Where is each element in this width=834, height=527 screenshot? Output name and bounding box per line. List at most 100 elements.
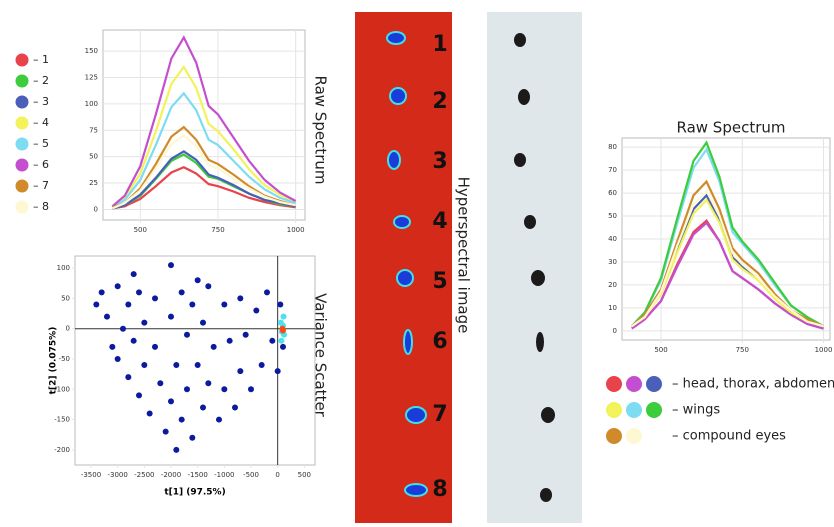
scatter-point (130, 271, 137, 278)
scatter-point (141, 319, 148, 326)
y-tick-label: 125 (85, 74, 98, 82)
x-tick-label: -3000 (107, 471, 127, 479)
y-tick-label: 40 (608, 235, 617, 243)
scatter-point (264, 289, 270, 296)
image-label: Hyperspectral image (455, 177, 473, 334)
scatter-point (205, 283, 212, 290)
legend-label: – 3 (33, 95, 49, 108)
y-tick-label: 20 (608, 281, 617, 289)
y-tick-label: 0 (66, 325, 70, 333)
scatter-point (168, 262, 174, 269)
scatter-point (269, 337, 276, 344)
spectrum-line (111, 64, 297, 208)
scatter-point (237, 295, 244, 302)
scatter-point (200, 404, 206, 411)
scatter-point (248, 386, 254, 393)
legend-swatch (15, 53, 29, 67)
x-tick-label: -500 (243, 471, 259, 479)
scatter-point (136, 392, 142, 399)
scatter-point (178, 289, 185, 296)
spectrum-line (111, 91, 297, 209)
legend-swatch (606, 428, 622, 444)
scatter-point (242, 331, 249, 338)
spectrum-line (630, 140, 825, 328)
scatter-point (280, 313, 287, 320)
scatter-point (253, 307, 260, 314)
x-tick-label: -2000 (161, 471, 181, 479)
scatter-point (104, 313, 110, 320)
legend-label: – 1 (33, 53, 49, 66)
hyperspectral-image (355, 12, 452, 523)
legend-swatch (15, 179, 29, 193)
scatter-point (226, 337, 233, 344)
scatter-point (168, 398, 174, 405)
x-tick-label: 1000 (815, 346, 833, 354)
y-tick-label: 75 (89, 126, 98, 134)
scatter-point (200, 319, 206, 326)
legend-swatch (606, 402, 622, 418)
image-number: 3 (432, 149, 447, 174)
y-tick-label: -200 (54, 446, 70, 454)
scatter-point (98, 289, 105, 296)
legend-label: – 8 (33, 200, 49, 213)
y-tick-label: 150 (85, 47, 98, 55)
x-tick-label: -2500 (134, 471, 154, 479)
plot-frame (74, 255, 316, 466)
x-tick-label: 500 (654, 346, 667, 354)
scatter-point (189, 301, 196, 308)
y-tick-label: 30 (608, 258, 617, 266)
y-tick-label: -50 (59, 355, 70, 363)
scatter-point (141, 362, 148, 369)
photo-image (487, 12, 582, 523)
x-tick-label: 1000 (287, 226, 305, 234)
y-tick-label: 0 (613, 327, 617, 335)
scatter-point (194, 362, 201, 369)
y-tick-label: 10 (608, 304, 617, 312)
scatter-point (173, 446, 180, 453)
chart-title: Raw Spectrum (312, 75, 330, 184)
chart-title: Variance Scatter (312, 293, 330, 418)
spectrum-line (112, 166, 296, 210)
scatter-point (258, 362, 265, 369)
legend-swatch (646, 402, 662, 418)
y-tick-label: 80 (608, 143, 617, 151)
scatter-point (221, 301, 228, 308)
scatter-point (136, 289, 142, 296)
scatter-point (168, 313, 174, 320)
scatter-point (232, 404, 238, 411)
scatter-point (205, 380, 212, 387)
x-tick-label: 500 (298, 471, 311, 479)
plot-frame (102, 29, 306, 221)
x-tick-label: 0 (275, 471, 279, 479)
scatter-point (277, 301, 284, 308)
scatter-point (152, 343, 158, 350)
image-number: 1 (432, 32, 447, 57)
x-tick-label: 750 (736, 346, 749, 354)
legend-swatch (606, 376, 622, 392)
spectrum-line (631, 188, 824, 328)
scatter-point (278, 337, 285, 344)
y-tick-label: 50 (608, 212, 617, 220)
chart-title: Raw Spectrum (676, 119, 785, 137)
scatter-point (216, 416, 222, 423)
scatter-point (210, 343, 217, 350)
spectrum-line (631, 221, 824, 330)
y-tick-label: 60 (608, 189, 617, 197)
scatter-point (194, 277, 201, 284)
x-tick-label: -1500 (187, 471, 207, 479)
spectrum-line (111, 134, 296, 210)
legend-swatch (15, 158, 29, 172)
scatter-point (237, 368, 244, 375)
scatter-point (280, 327, 286, 334)
legend-swatch (15, 200, 29, 214)
scatter-point (109, 343, 116, 350)
scatter-point (114, 283, 121, 290)
image-number: 5 (432, 269, 447, 294)
legend-swatch (15, 116, 29, 130)
legend-label: – 5 (33, 137, 49, 150)
legend-swatch (626, 428, 642, 444)
x-axis-title: t[1] (97.5%) (164, 488, 225, 498)
scatter-point (152, 295, 158, 302)
x-tick-label: -1000 (214, 471, 234, 479)
y-tick-label: 50 (89, 153, 98, 161)
